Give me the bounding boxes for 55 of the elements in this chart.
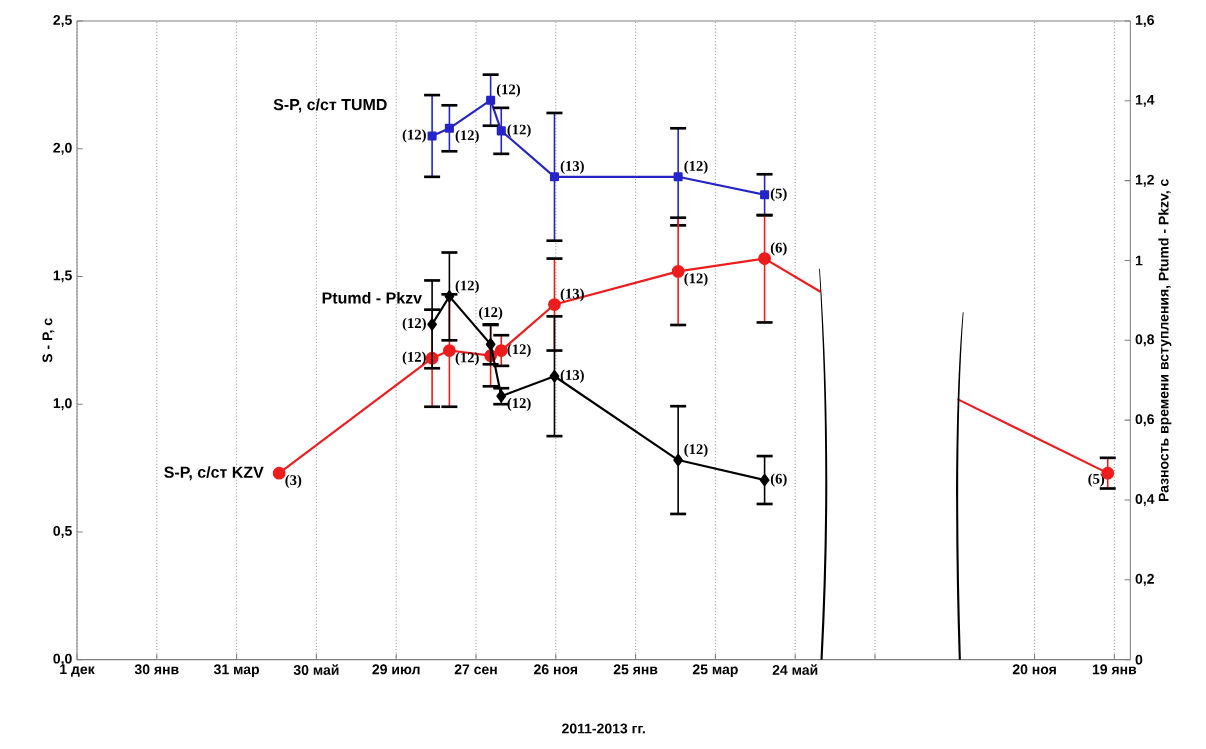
x-axis-title: 2011-2013 гг.	[562, 723, 645, 734]
annotation: (12)	[684, 160, 708, 174]
annotation: (6)	[770, 473, 787, 487]
annotation: (13)	[560, 288, 584, 302]
annotation: (12)	[402, 129, 426, 143]
annotation: (12)	[402, 317, 426, 331]
annotation: (12)	[455, 280, 479, 294]
x-tick-label: 24 май	[772, 664, 818, 675]
annotation: (12)	[507, 343, 531, 358]
y2-axis-title: Разность времени вступления, Ptumd - Pkzv, с	[1158, 179, 1172, 502]
annotation: (12)	[507, 397, 531, 412]
y-tick-label: 2,0	[53, 142, 72, 155]
x-tick-label: 31 мар	[213, 664, 260, 678]
series-label: Ptumd - Pkzv	[322, 291, 422, 304]
annotation: (3)	[285, 474, 302, 489]
x-tick-label: 30 май	[293, 664, 339, 675]
y-tick-label: 2,5	[53, 15, 72, 27]
text: S-P, с/ст TUMD	[273, 98, 387, 113]
x-tick-label: 19 янв	[1092, 664, 1137, 675]
annotation: (13)	[560, 369, 584, 383]
x-tick-label: 27 сен	[454, 664, 497, 675]
y2-tick-label: 0,8	[1135, 334, 1155, 347]
annotation: (12)	[479, 306, 503, 321]
series-label: S-P, с/ст KZV	[164, 466, 264, 481]
annotation: (6)	[770, 242, 787, 256]
annotation: (12)	[455, 129, 479, 144]
y2-tick-label: 0,4	[1135, 494, 1155, 506]
y-axis-title: S - P, с	[42, 318, 55, 363]
annotation: (12)	[455, 352, 479, 366]
annotation: (5)	[770, 188, 787, 202]
y2-tick-label: 0	[1135, 654, 1143, 665]
x-tick-label: 30 янв	[134, 664, 179, 675]
annotation: (12)	[402, 351, 426, 365]
annotation: (12)	[507, 124, 531, 138]
y2-tick-label: 1,2	[1135, 174, 1154, 187]
y2-tick-label: 0,2	[1135, 573, 1154, 586]
annotation: (12)	[684, 443, 708, 458]
x-tick-label: 29 июл	[372, 664, 420, 675]
annotation: (12)	[684, 272, 708, 287]
x-tick-label: 26 ноя	[534, 664, 578, 675]
y2-tick-label: 1,4	[1135, 94, 1155, 107]
annotation: (5)	[1088, 473, 1105, 487]
y2-tick-label: 1	[1135, 255, 1143, 266]
y2-tick-label: 1,6	[1135, 15, 1154, 27]
x-tick-label: 1 дек	[60, 664, 95, 677]
x-tick-label: 25 мар	[692, 664, 738, 678]
annotation: (13)	[560, 160, 584, 174]
y2-tick-label: 0,6	[1135, 414, 1154, 427]
x-tick-label: 25 янв	[613, 664, 658, 675]
annotation: (12)	[496, 83, 521, 98]
y-tick-label: 0,5	[53, 525, 72, 538]
x-tick-label: 20 ноя	[1012, 664, 1056, 675]
y-tick-label: 1,5	[53, 270, 72, 283]
y-tick-label: 0,0	[53, 653, 72, 666]
y-tick-label: 1,0	[53, 398, 72, 411]
